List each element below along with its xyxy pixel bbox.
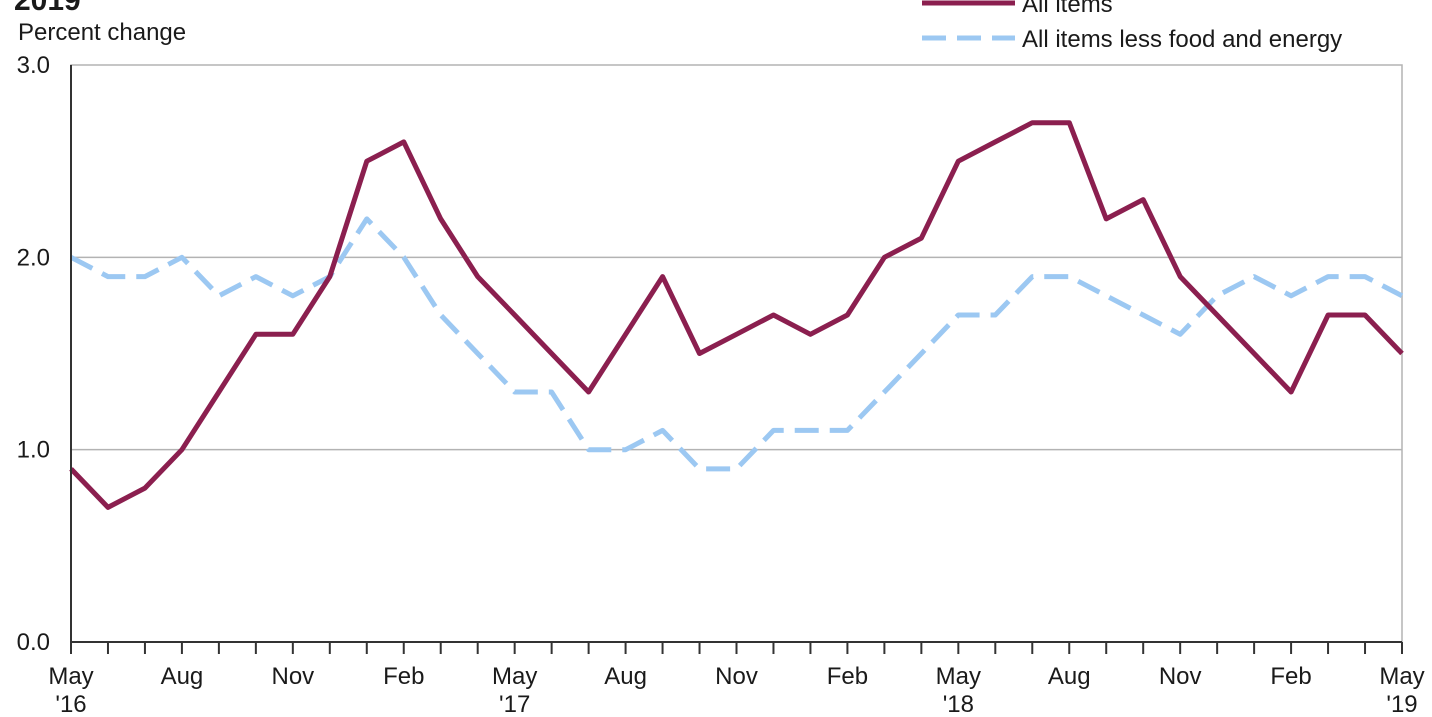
legend-label-all-items: All items xyxy=(1022,0,1113,18)
legend: All items All items less food and energy xyxy=(922,0,1342,53)
x-tick-year-label: '18 xyxy=(943,691,974,717)
x-tick-label: Aug xyxy=(161,663,204,690)
header-year-fragment: 2019 xyxy=(14,0,81,17)
x-tick-label: Nov xyxy=(715,663,758,690)
x-tick-label: Nov xyxy=(1159,663,1202,690)
gridlines xyxy=(71,256,1402,451)
axes xyxy=(70,65,1403,654)
series-layer xyxy=(69,120,1404,510)
series-line-all-items xyxy=(69,120,1404,510)
x-tick-label: Nov xyxy=(271,663,314,690)
series-line-core xyxy=(69,216,1404,472)
y-tick-label: 0.0 xyxy=(17,629,50,656)
x-tick-label: Aug xyxy=(604,663,647,690)
y-axis-title: Percent change xyxy=(18,19,186,46)
x-tick-year-label: '17 xyxy=(499,691,530,717)
x-tick-label: Feb xyxy=(827,663,868,690)
x-tick-label: May xyxy=(1379,663,1424,690)
x-tick-label: Feb xyxy=(383,663,424,690)
y-tick-label: 3.0 xyxy=(17,52,50,79)
plot-frame xyxy=(70,64,1403,643)
x-tick-label: Aug xyxy=(1048,663,1091,690)
x-tick-label: Feb xyxy=(1270,663,1311,690)
legend-label-core: All items less food and energy xyxy=(1022,26,1342,53)
x-tick-label: May xyxy=(936,663,981,690)
x-tick-year-label: '19 xyxy=(1386,691,1417,717)
x-tick-label: May xyxy=(492,663,537,690)
x-tick-year-label: '16 xyxy=(55,691,86,717)
y-tick-label: 2.0 xyxy=(17,244,50,271)
y-tick-labels: 0.0 1.0 2.0 3.0 xyxy=(17,52,50,656)
x-tick-label: May xyxy=(48,663,93,690)
y-tick-label: 1.0 xyxy=(17,437,50,464)
